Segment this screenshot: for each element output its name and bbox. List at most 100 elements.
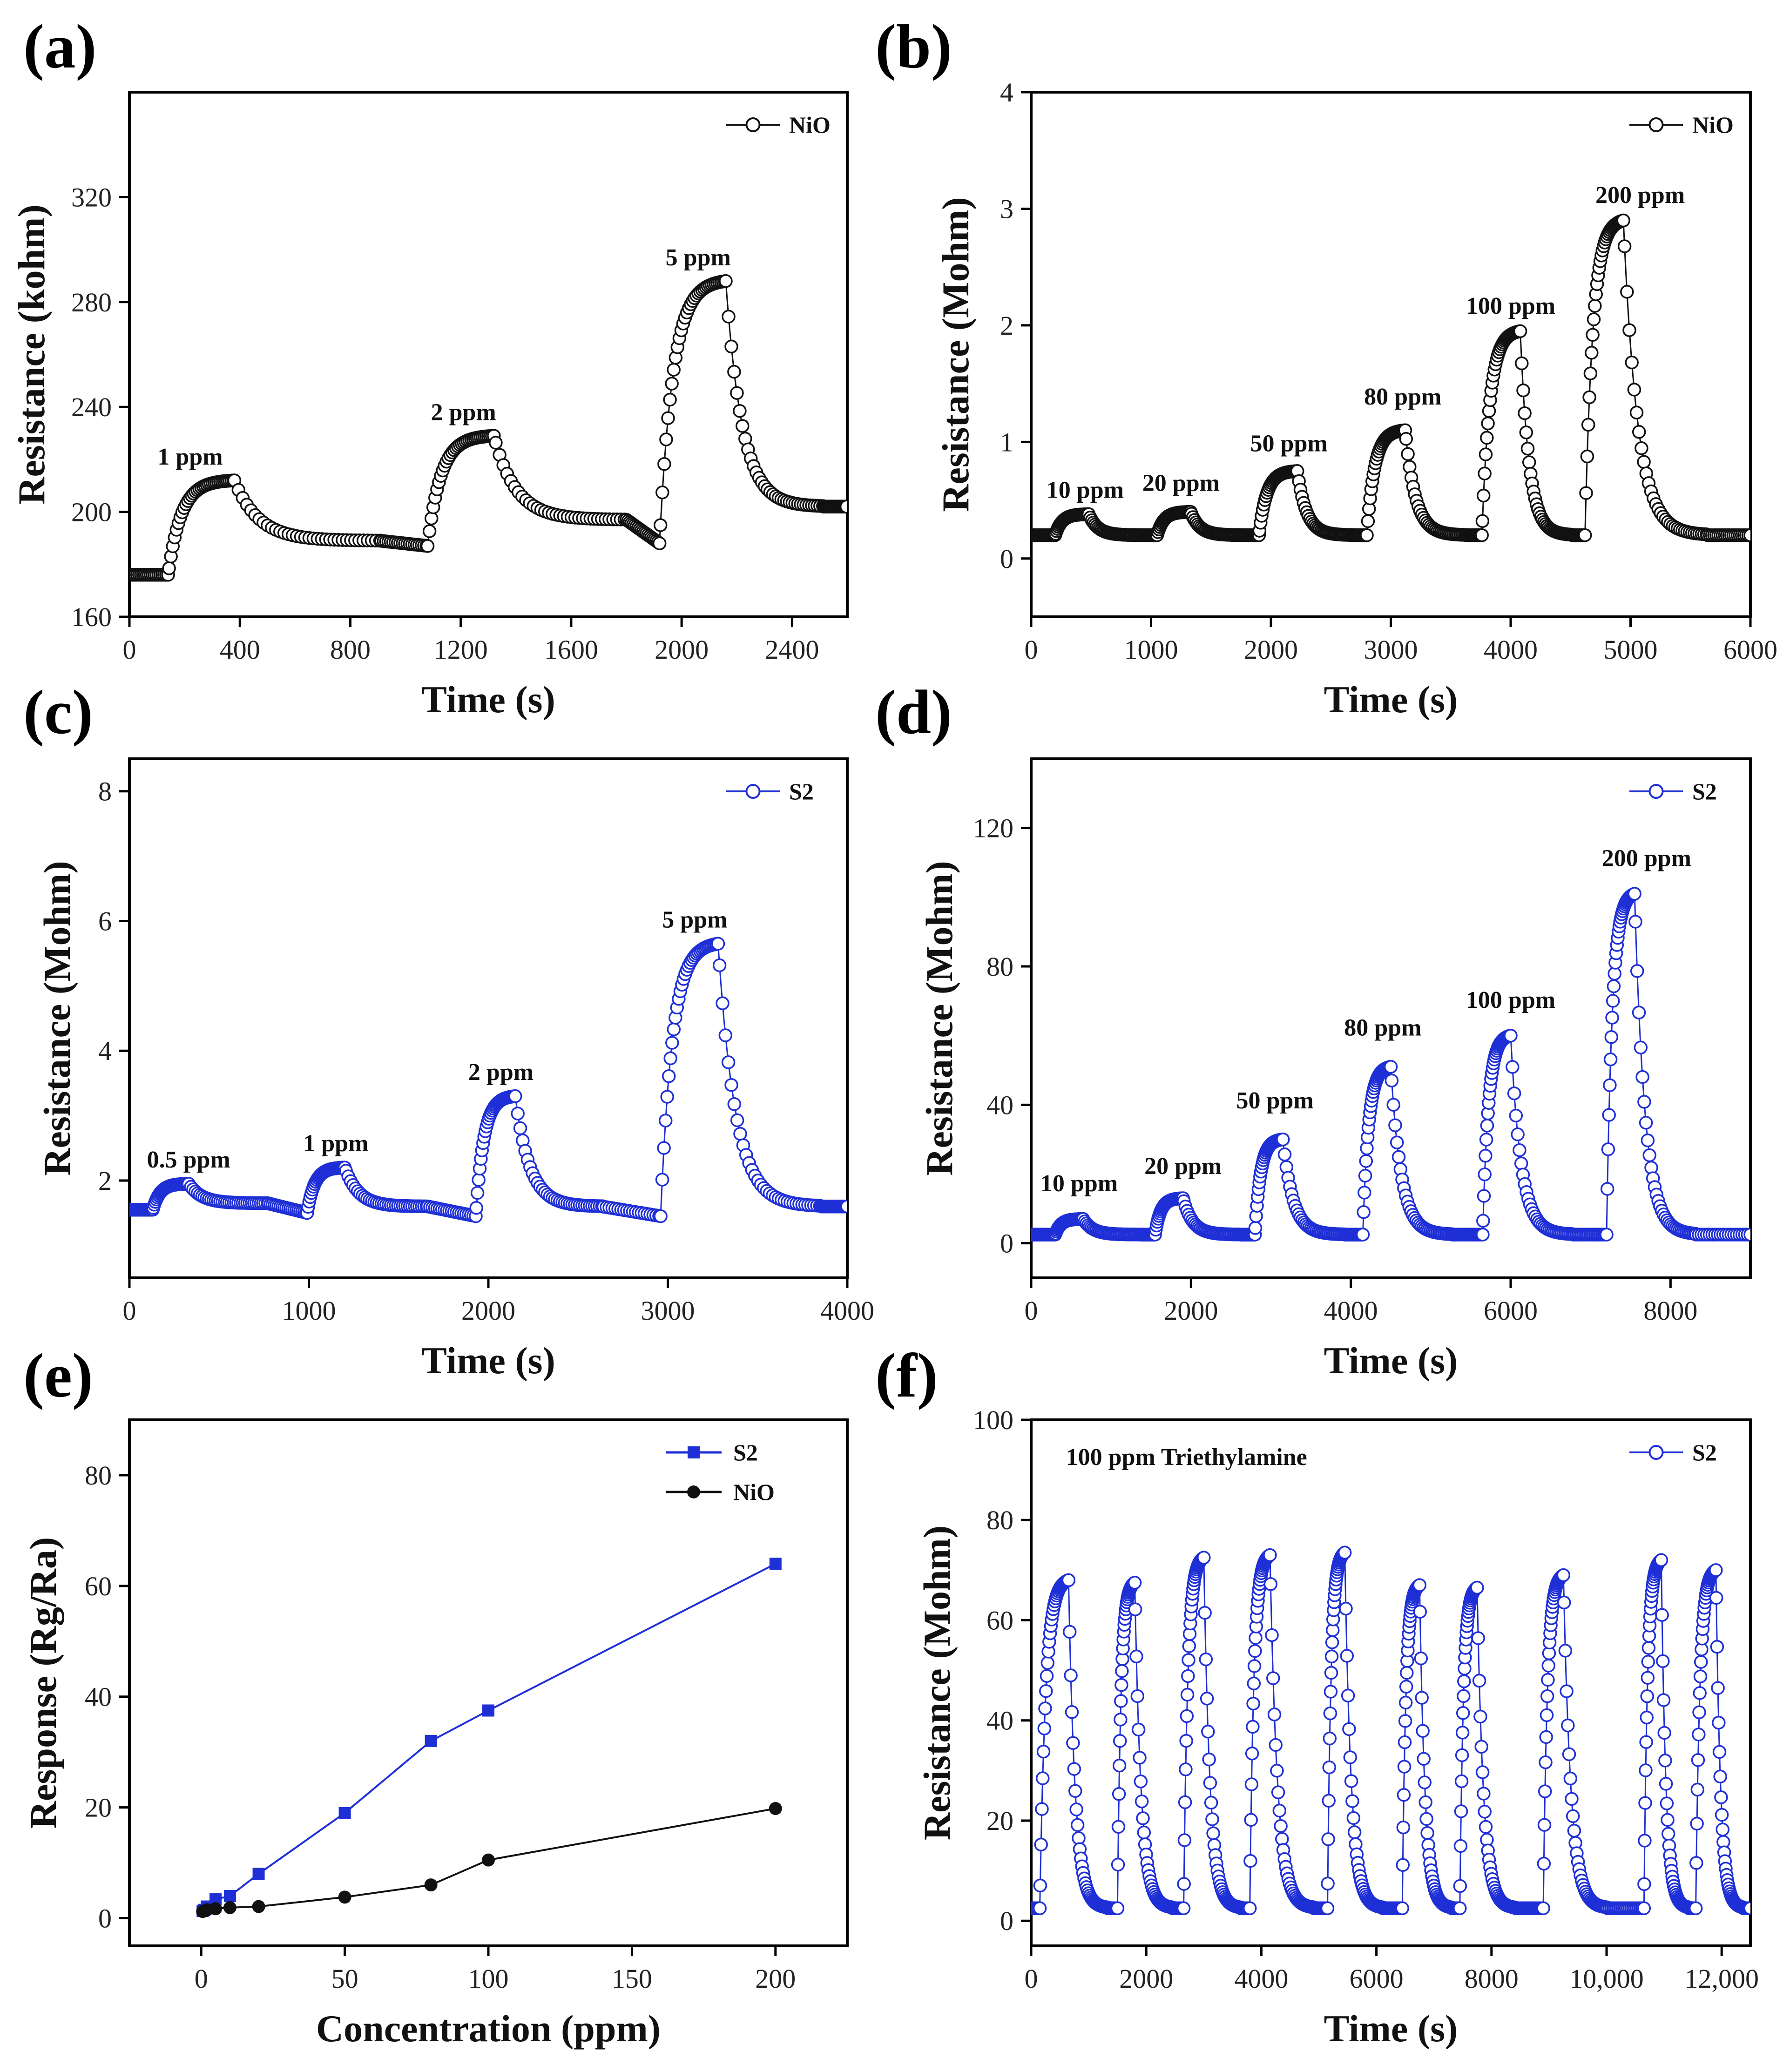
- data-point: [1616, 213, 1630, 228]
- data-point: [1588, 299, 1602, 313]
- data-point: [1654, 1553, 1668, 1567]
- data-point: [1522, 455, 1536, 469]
- data-point: [1578, 528, 1592, 542]
- data-point: [1478, 466, 1492, 480]
- data-point: [1342, 1722, 1356, 1736]
- y-tick-label: 200: [71, 497, 112, 527]
- data-point: [1561, 1718, 1575, 1733]
- data-point: [1603, 1053, 1618, 1066]
- x-tick-label: 1200: [434, 634, 488, 665]
- data-point: [1601, 1142, 1615, 1156]
- data-point: [1587, 312, 1601, 326]
- data-point: [1562, 1747, 1576, 1762]
- data-point: [1201, 1725, 1215, 1739]
- data-point: [1638, 1796, 1652, 1810]
- data-point: [1390, 1135, 1404, 1149]
- data-point: [1600, 1182, 1614, 1196]
- data-point: [1277, 1147, 1292, 1161]
- data-point: [1324, 1649, 1339, 1664]
- data-point: [1111, 1857, 1125, 1872]
- data-point: [1360, 528, 1374, 542]
- annotation: 2 ppm: [468, 1059, 534, 1086]
- data-point: [1689, 1856, 1703, 1870]
- data-point: [1715, 1808, 1729, 1822]
- data-point: [1343, 1750, 1358, 1764]
- data-point: [718, 1028, 733, 1042]
- data-point: [1415, 1691, 1429, 1705]
- data-point: [1691, 1753, 1705, 1767]
- data-point: [1206, 1826, 1220, 1840]
- data-point: [1325, 1635, 1339, 1649]
- data-point: [1267, 1708, 1282, 1721]
- data-point: [1506, 1060, 1520, 1074]
- data-point: [1036, 1744, 1051, 1759]
- data-point: [1470, 1580, 1484, 1595]
- legend-label: S2: [789, 778, 814, 804]
- data-point: [1630, 964, 1644, 978]
- data-point: [1637, 455, 1651, 469]
- data-point: [1412, 1578, 1427, 1592]
- data-point: [1034, 1837, 1048, 1852]
- data-point: [1133, 1751, 1147, 1765]
- legend-label: S2: [733, 1439, 758, 1465]
- y-tick-label: 40: [85, 1682, 112, 1712]
- data-point: [1129, 1649, 1143, 1664]
- data-point: [1566, 1809, 1580, 1823]
- data-point: [1068, 1784, 1082, 1798]
- data-point: [1581, 418, 1595, 432]
- data-point: [653, 518, 668, 532]
- data-point: [1660, 1796, 1674, 1810]
- data-point: [513, 1121, 527, 1135]
- y-tick-label: 100: [973, 1405, 1013, 1435]
- data-point: [1356, 1228, 1370, 1242]
- data-point: [1479, 1820, 1493, 1834]
- data-point: [1604, 1030, 1619, 1044]
- data-point: [1419, 1812, 1433, 1826]
- data-point: [1607, 979, 1621, 993]
- data-point: [1178, 1795, 1192, 1809]
- data-point: [1453, 1879, 1467, 1893]
- series-line: [1031, 219, 1750, 536]
- data-point: [1603, 1078, 1617, 1092]
- data-point: [1693, 1686, 1707, 1700]
- panel-label: (e): [23, 1341, 93, 1411]
- data-point: [1040, 1656, 1055, 1670]
- x-tick-label: 2000: [1164, 1296, 1218, 1326]
- data-point: [1632, 425, 1646, 439]
- data-point: [654, 1209, 668, 1223]
- data-point: [1659, 1777, 1673, 1791]
- data-point: [1634, 1040, 1648, 1055]
- x-axis-title: Time (s): [1324, 1339, 1458, 1382]
- data-point: [730, 386, 744, 400]
- data-point: [1471, 1631, 1485, 1645]
- data-point: [1656, 1654, 1670, 1668]
- annotation: 5 ppm: [662, 906, 727, 933]
- data-point: [1358, 1186, 1371, 1200]
- data-point: [1690, 1782, 1705, 1797]
- data-point: [1324, 1666, 1338, 1680]
- annotation: 20 ppm: [1144, 1153, 1222, 1180]
- data-point: [1580, 449, 1594, 464]
- data-point: [1454, 1804, 1468, 1818]
- data-point: [1110, 1901, 1125, 1916]
- data-point: [1454, 1774, 1469, 1789]
- annotation: 100 ppm: [1466, 987, 1555, 1013]
- x-tick-label: 0: [123, 1296, 136, 1326]
- annotation: 1 ppm: [157, 444, 223, 470]
- data-point: [1509, 1108, 1523, 1123]
- annotation: 200 ppm: [1595, 182, 1685, 209]
- x-tick-label: 800: [330, 634, 371, 665]
- y-tick-label: 4: [98, 1036, 112, 1066]
- annotation: 20 ppm: [1142, 470, 1220, 497]
- data-point-s2: [338, 1807, 351, 1819]
- data-point: [1456, 1706, 1470, 1720]
- y-axis-title: Resistance (Mohm): [36, 861, 78, 1175]
- data-point: [1359, 1154, 1373, 1168]
- data-point-s2: [769, 1558, 782, 1570]
- x-tick-label: 200: [755, 1964, 796, 1994]
- x-tick-label: 0: [1025, 1296, 1038, 1326]
- data-point: [1243, 1901, 1257, 1916]
- y-tick-label: 2: [98, 1166, 112, 1196]
- data-point: [1346, 1811, 1361, 1825]
- data-point: [1269, 1738, 1283, 1752]
